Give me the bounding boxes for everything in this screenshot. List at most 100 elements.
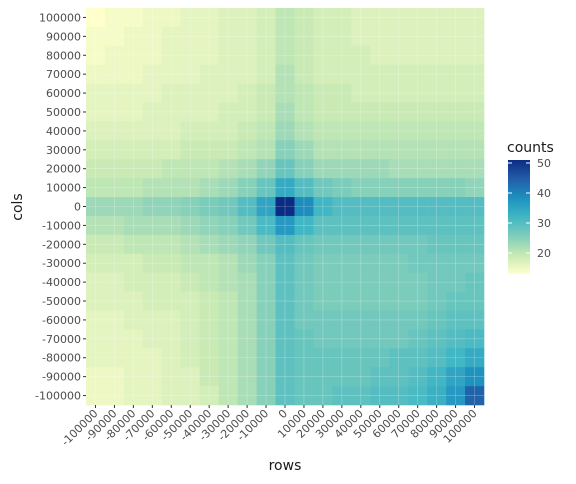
heatmap-cell <box>370 291 390 311</box>
heatmap-cell <box>256 159 276 179</box>
heatmap-cell <box>389 234 409 255</box>
heatmap-cell <box>237 197 257 217</box>
heatmap-cell <box>142 348 163 368</box>
heatmap-cell <box>180 140 201 160</box>
heatmap-cell <box>123 348 144 368</box>
heatmap-cell <box>408 178 428 198</box>
heatmap-cell <box>408 26 428 47</box>
heatmap-cell <box>180 310 201 330</box>
heatmap-cell <box>446 26 466 47</box>
heatmap-cell <box>389 367 409 387</box>
heatmap-cell <box>313 121 333 141</box>
heatmap-cell <box>104 159 125 179</box>
heatmap-cell <box>142 159 163 179</box>
heatmap-cell <box>161 197 182 217</box>
heatmap-cell <box>427 272 447 292</box>
heatmap-cell <box>351 64 371 84</box>
heatmap-cell <box>370 64 390 84</box>
heatmap-cell <box>256 45 276 66</box>
heatmap-cell <box>123 159 144 179</box>
heatmap-cell <box>465 121 485 141</box>
heatmap-cell <box>313 234 333 255</box>
y-tick-label: 50000 <box>46 106 81 119</box>
heatmap-cell <box>294 197 314 217</box>
heatmap-cell <box>446 197 466 217</box>
heatmap-cell <box>86 234 106 255</box>
heatmap-cell <box>142 121 163 141</box>
heatmap-cell <box>389 310 409 330</box>
heatmap-cell <box>370 140 390 160</box>
heatmap-cell <box>408 140 428 160</box>
heatmap-cell <box>237 83 257 103</box>
heatmap-cell <box>275 159 295 179</box>
heatmap-cell <box>465 64 485 84</box>
heatmap-cell <box>237 102 257 122</box>
heatmap-cell <box>408 64 428 84</box>
heatmap-cell <box>142 310 163 330</box>
heatmap-cells <box>86 8 485 406</box>
heatmap-cell <box>237 215 257 236</box>
heatmap-cell <box>294 272 314 292</box>
heatmap-cell <box>104 197 125 217</box>
heatmap-cell <box>408 348 428 368</box>
heatmap-cell <box>142 178 163 198</box>
heatmap-cell <box>294 291 314 311</box>
heatmap-cell <box>86 121 106 141</box>
heatmap-cell <box>86 64 106 84</box>
heatmap-cell <box>294 386 314 406</box>
heatmap-cell <box>256 8 276 28</box>
heatmap-cell <box>351 197 371 217</box>
heatmap-cell <box>275 140 295 160</box>
heatmap-cell <box>161 310 182 330</box>
y-tick-label: 20000 <box>46 163 81 176</box>
heatmap-cell <box>161 102 182 122</box>
heatmap-cell <box>351 26 371 47</box>
heatmap-cell <box>446 215 466 236</box>
heatmap-cell <box>180 367 201 387</box>
heatmap-cell <box>389 159 409 179</box>
heatmap-cell <box>351 348 371 368</box>
heatmap-cell <box>86 45 106 66</box>
heatmap-cell <box>180 348 201 368</box>
heatmap-cell <box>142 329 163 349</box>
heatmap-cell <box>123 121 144 141</box>
heatmap-cell <box>161 272 182 292</box>
heatmap-cell <box>199 253 219 273</box>
heatmap-cell <box>427 310 447 330</box>
y-tick-label: -30000 <box>42 257 81 270</box>
heatmap-cell <box>465 367 485 387</box>
heatmap-cell <box>351 159 371 179</box>
heatmap-cell <box>446 159 466 179</box>
heatmap-cell <box>86 253 106 273</box>
heatmap-cell <box>104 329 125 349</box>
heatmap-cell <box>161 234 182 255</box>
heatmap-cell <box>161 291 182 311</box>
heatmap-cell <box>256 253 276 273</box>
heatmap-cell <box>313 8 333 28</box>
heatmap-cell <box>389 140 409 160</box>
heatmap-cell <box>351 8 371 28</box>
heatmap-cell <box>161 83 182 103</box>
heatmap-cell <box>332 178 352 198</box>
heatmap-cell <box>180 45 201 66</box>
heatmap-cell <box>294 83 314 103</box>
legend-colorbar <box>508 160 530 274</box>
x-axis-title: rows <box>269 458 302 474</box>
heatmap-cell <box>332 159 352 179</box>
heatmap-cell <box>161 64 182 84</box>
heatmap-cell <box>427 140 447 160</box>
heatmap-cell <box>294 121 314 141</box>
heatmap-cell <box>237 272 257 292</box>
heatmap-cell <box>104 178 125 198</box>
heatmap-cell <box>294 102 314 122</box>
heatmap-cell <box>313 291 333 311</box>
heatmap-cell <box>370 45 390 66</box>
y-tick-label: -40000 <box>42 276 81 289</box>
heatmap-cell <box>294 178 314 198</box>
heatmap-cell <box>104 26 125 47</box>
heatmap-cell <box>294 367 314 387</box>
heatmap-cell <box>275 178 295 198</box>
heatmap-cell <box>351 329 371 349</box>
heatmap-cell <box>123 272 144 292</box>
legend-tick-label: 30 <box>537 217 551 230</box>
